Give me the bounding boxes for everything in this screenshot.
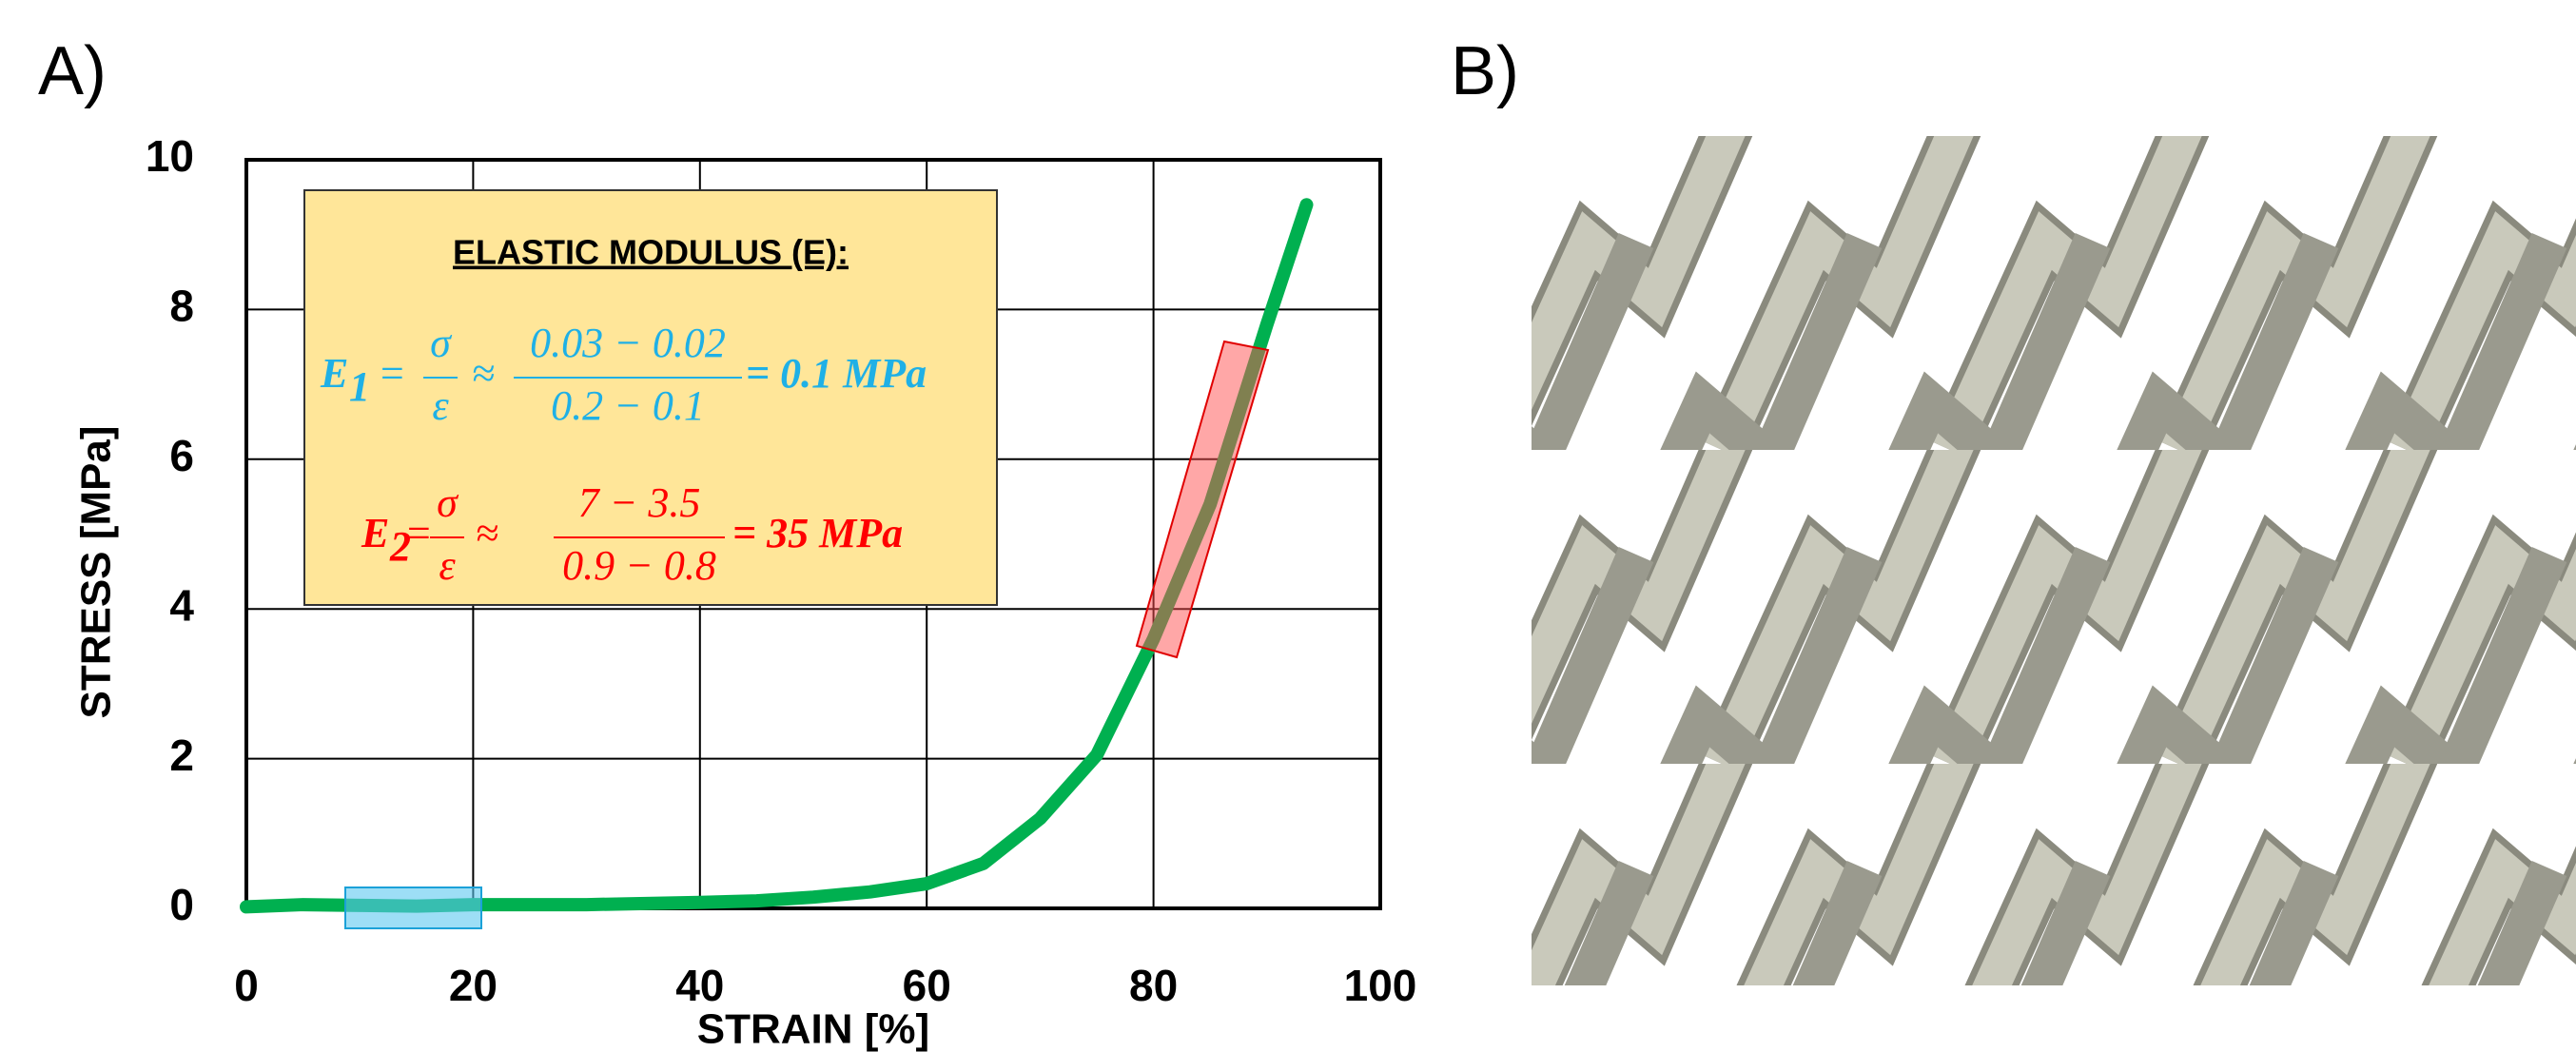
x-tick-label: 40 <box>675 961 724 1010</box>
annotation-title: ELASTIC MODULUS (E): <box>453 233 849 272</box>
eq-result: = 35 MPa <box>732 510 903 556</box>
x-tick-label: 20 <box>449 961 498 1010</box>
x-axis-title: STRAIN [%] <box>697 1006 929 1052</box>
y-tick-label: 0 <box>169 880 194 929</box>
panel-label: A) <box>38 33 107 109</box>
eq-num: σ <box>437 479 459 526</box>
x-tick-label: 0 <box>234 961 259 1010</box>
y-tick-label: 2 <box>169 731 194 780</box>
panel-label: B) <box>1451 33 1519 109</box>
y-tick-label: 10 <box>146 131 194 181</box>
eq-symbol: E <box>361 510 389 556</box>
eq-den: 0.2 − 0.1 <box>551 382 705 429</box>
x-tick-label: 100 <box>1344 961 1417 1010</box>
eq-den: ε <box>439 542 456 589</box>
eq-approx: ≈ <box>472 350 495 397</box>
x-tick-label: 80 <box>1129 961 1178 1010</box>
y-axis-title: STRESS [MPa] <box>73 425 120 718</box>
eq-den: 0.9 − 0.8 <box>562 542 716 589</box>
y-tick-label: 6 <box>169 431 194 480</box>
eq-subscript: 1 <box>349 363 370 410</box>
y-tick-label: 8 <box>169 282 194 331</box>
figure: A) B) 0246810020406080100STRAIN [%]STRES… <box>0 0 2576 1052</box>
y-tick-label: 4 <box>169 580 194 630</box>
eq-symbol: E <box>320 350 348 397</box>
eq-num: 0.03 − 0.02 <box>530 320 726 366</box>
eq-num: 7 − 3.5 <box>578 479 701 526</box>
eq-sign: = <box>404 510 433 556</box>
eq-num: σ <box>430 320 453 366</box>
lattice-image <box>1532 136 2576 985</box>
eq-result: = 0.1 MPa <box>746 350 927 397</box>
eq-sign: = <box>378 350 406 397</box>
eq-approx: ≈ <box>476 510 498 556</box>
eq-den: ε <box>432 382 449 429</box>
highlight-low <box>345 887 481 928</box>
x-tick-label: 60 <box>903 961 951 1010</box>
